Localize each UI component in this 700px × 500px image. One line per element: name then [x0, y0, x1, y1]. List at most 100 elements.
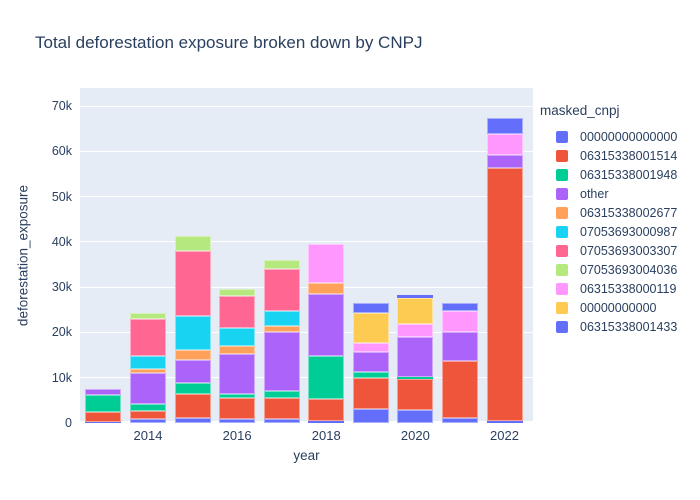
bar-segment-2020-00000000000000[interactable] [397, 409, 434, 423]
bar-segment-2022-06315338001433[interactable] [486, 117, 523, 135]
legend-item-06315338000119[interactable]: 06315338000119 [540, 279, 695, 298]
bar-segment-2016-06315338001514[interactable] [219, 398, 256, 420]
bar-segment-2019-00000000000[interactable] [352, 312, 389, 343]
legend-marker-icon [556, 263, 568, 276]
bar-segment-2015-06315338001514[interactable] [174, 393, 211, 419]
bar-segment-2017-06315338002677[interactable] [263, 325, 300, 332]
legend-label: 06315338001948 [580, 167, 678, 182]
legend-marker-icon [556, 301, 568, 314]
legend-item-06315338001948[interactable]: 06315338001948 [540, 165, 695, 184]
bar-segment-2016-06315338002677[interactable] [219, 345, 256, 354]
legend-label: 06315338002677 [580, 205, 678, 220]
bar-segment-2013-other[interactable] [85, 388, 122, 396]
bar-segment-2020-06315338001948[interactable] [397, 376, 434, 379]
bar-segment-2014-06315338001514[interactable] [129, 410, 166, 420]
bar-segment-2018-06315338000119[interactable] [308, 243, 345, 284]
bar-segment-2017-06315338001514[interactable] [263, 398, 300, 419]
x-tick-2022: 2022 [490, 428, 519, 443]
bar-segment-2017-07053693004036[interactable] [263, 260, 300, 270]
bar-segment-2019-06315338001433[interactable] [352, 303, 389, 313]
bar-segment-2021-06315338000119[interactable] [441, 311, 478, 332]
bar-segment-2016-06315338001948[interactable] [219, 394, 256, 399]
bar-segment-2020-06315338001514[interactable] [397, 378, 434, 410]
legend-item-07053693003307[interactable]: 07053693003307 [540, 241, 695, 260]
bar-segment-2018-other[interactable] [308, 293, 345, 356]
gridline-30k [80, 286, 533, 288]
y-tick-40k: 40k [51, 234, 72, 249]
legend-label: 06315338001514 [580, 148, 678, 163]
bar-segment-2015-07053693000987[interactable] [174, 316, 211, 350]
bar-segment-2016-00000000000000[interactable] [219, 419, 256, 423]
bar-segment-2021-06315338001514[interactable] [441, 361, 478, 418]
bar-segment-2020-other[interactable] [397, 336, 434, 377]
bar-segment-2018-06315338001514[interactable] [308, 399, 345, 421]
y-axis-label: deforestation_exposure [15, 184, 31, 327]
legend-item-07053693004036[interactable]: 07053693004036 [540, 260, 695, 279]
bar-segment-2019-06315338000119[interactable] [352, 342, 389, 353]
y-tick-60k: 60k [51, 144, 72, 159]
legend-title: masked_cnpj [540, 103, 620, 118]
chart-title: Total deforestation exposure broken down… [35, 33, 423, 52]
bar-segment-2015-other[interactable] [174, 359, 211, 384]
legend-marker-icon [556, 282, 568, 295]
bar-segment-2017-other[interactable] [263, 331, 300, 392]
legend-label: 06315338000119 [580, 281, 677, 296]
bar-segment-2018-06315338002677[interactable] [308, 283, 345, 294]
x-axis-label: year [293, 448, 320, 463]
gridline-20k [80, 331, 533, 333]
legend-label: other [580, 186, 609, 201]
bar-segment-2013-06315338001948[interactable] [85, 395, 122, 412]
bar-segment-2018-06315338001948[interactable] [308, 355, 345, 399]
legend-marker-icon [556, 149, 568, 162]
bar-segment-2015-00000000000000[interactable] [174, 418, 211, 423]
bar-segment-2022-06315338000119[interactable] [486, 134, 523, 155]
bar-segment-2014-06315338001948[interactable] [129, 403, 166, 411]
bar-segment-2019-06315338001948[interactable] [352, 372, 389, 378]
legend-item-00000000000000[interactable]: 00000000000000 [540, 127, 695, 146]
bar-segment-2015-06315338002677[interactable] [174, 349, 211, 360]
bar-segment-2014-07053693000987[interactable] [129, 356, 166, 369]
bar-segment-2020-06315338001433[interactable] [397, 294, 434, 298]
bar-segment-2021-00000000000000[interactable] [441, 417, 478, 423]
bar-segment-2021-other[interactable] [441, 331, 478, 362]
bar-segment-2016-other[interactable] [219, 353, 256, 395]
bar-segment-2019-other[interactable] [352, 352, 389, 373]
legend-item-06315338001433[interactable]: 06315338001433 [540, 317, 695, 336]
bar-segment-2016-07053693004036[interactable] [219, 288, 256, 297]
legend-item-00000000000[interactable]: 00000000000 [540, 298, 695, 317]
legend-item-07053693000987[interactable]: 07053693000987 [540, 222, 695, 241]
bar-segment-2019-00000000000000[interactable] [352, 408, 389, 423]
legend-item-06315338002677[interactable]: 06315338002677 [540, 203, 695, 222]
bar-segment-2014-00000000000000[interactable] [129, 419, 166, 423]
bar-segment-2022-00000000000000[interactable] [486, 421, 523, 423]
bar-segment-2017-07053693000987[interactable] [263, 311, 300, 326]
x-tick-2020: 2020 [400, 428, 430, 443]
bar-segment-2015-07053693003307[interactable] [174, 251, 211, 317]
bar-segment-2019-06315338001514[interactable] [352, 377, 389, 409]
bar-segment-2016-07053693003307[interactable] [219, 296, 256, 328]
bar-segment-2020-00000000000[interactable] [397, 297, 434, 325]
bar-segment-2021-06315338001433[interactable] [441, 302, 478, 312]
gridline-70k [80, 105, 533, 107]
bar-segment-2013-06315338001514[interactable] [85, 411, 122, 422]
bar-segment-2015-06315338001948[interactable] [174, 383, 211, 394]
bar-segment-2022-06315338001514[interactable] [486, 167, 523, 422]
bar-segment-2017-07053693003307[interactable] [263, 269, 300, 312]
bar-segment-2016-07053693000987[interactable] [219, 327, 256, 346]
bar-segment-2014-07053693003307[interactable] [129, 318, 166, 357]
bar-segment-2017-06315338001948[interactable] [263, 391, 300, 399]
legend-item-other[interactable]: other [540, 184, 695, 203]
bar-segment-2022-other[interactable] [486, 155, 523, 168]
bar-segment-2014-06315338002677[interactable] [129, 368, 166, 374]
legend-item-06315338001514[interactable]: 06315338001514 [540, 146, 695, 165]
legend-label: 00000000000000 [580, 129, 678, 144]
bar-segment-2014-other[interactable] [129, 373, 166, 404]
bar-segment-2018-00000000000000[interactable] [308, 420, 345, 423]
bar-segment-2014-07053693004036[interactable] [129, 313, 166, 319]
bar-segment-2015-07053693004036[interactable] [174, 235, 211, 252]
bar-segment-2020-06315338000119[interactable] [397, 324, 434, 337]
bar-segment-2017-00000000000000[interactable] [263, 418, 300, 423]
bar-segment-2013-00000000000000[interactable] [85, 421, 122, 423]
y-tick-10k: 10k [51, 370, 72, 385]
legend-items: 00000000000000 06315338001514 063153380019… [540, 127, 695, 336]
